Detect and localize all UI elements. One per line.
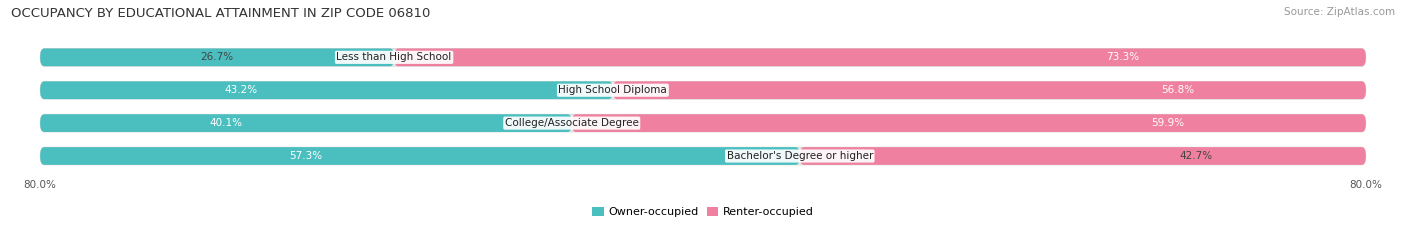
FancyBboxPatch shape (572, 114, 1365, 132)
FancyBboxPatch shape (41, 81, 1365, 99)
Text: 57.3%: 57.3% (290, 151, 322, 161)
Text: 56.8%: 56.8% (1161, 85, 1194, 95)
Text: College/Associate Degree: College/Associate Degree (505, 118, 638, 128)
FancyBboxPatch shape (41, 48, 394, 66)
Text: 73.3%: 73.3% (1107, 52, 1139, 62)
Text: Bachelor's Degree or higher: Bachelor's Degree or higher (727, 151, 873, 161)
Text: 40.1%: 40.1% (209, 118, 243, 128)
FancyBboxPatch shape (41, 114, 1365, 132)
Text: 26.7%: 26.7% (201, 52, 233, 62)
Text: Less than High School: Less than High School (336, 52, 451, 62)
FancyBboxPatch shape (800, 147, 1365, 165)
FancyBboxPatch shape (41, 114, 572, 132)
FancyBboxPatch shape (41, 81, 613, 99)
Text: 80.0%: 80.0% (1350, 180, 1382, 190)
Text: 42.7%: 42.7% (1180, 151, 1212, 161)
FancyBboxPatch shape (613, 81, 1365, 99)
FancyBboxPatch shape (41, 147, 1365, 165)
FancyBboxPatch shape (394, 48, 1365, 66)
FancyBboxPatch shape (41, 48, 1365, 66)
Text: 80.0%: 80.0% (24, 180, 56, 190)
Text: Source: ZipAtlas.com: Source: ZipAtlas.com (1284, 7, 1395, 17)
Text: 43.2%: 43.2% (224, 85, 257, 95)
Legend: Owner-occupied, Renter-occupied: Owner-occupied, Renter-occupied (588, 203, 818, 222)
FancyBboxPatch shape (41, 147, 800, 165)
Text: 59.9%: 59.9% (1150, 118, 1184, 128)
Text: High School Diploma: High School Diploma (558, 85, 668, 95)
Text: OCCUPANCY BY EDUCATIONAL ATTAINMENT IN ZIP CODE 06810: OCCUPANCY BY EDUCATIONAL ATTAINMENT IN Z… (11, 7, 430, 20)
